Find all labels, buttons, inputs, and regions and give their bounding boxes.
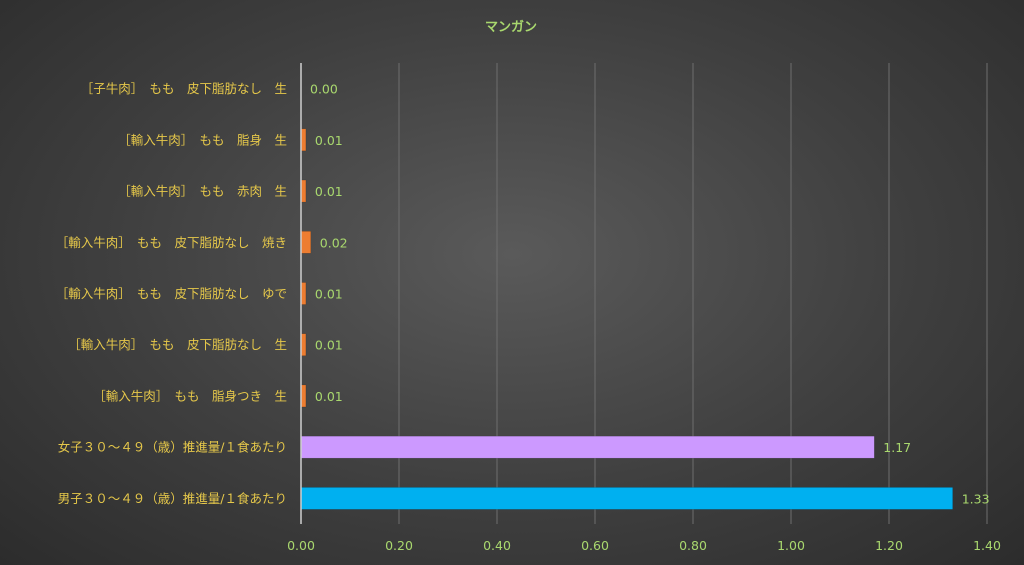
category-label: ［輸入牛肉］ もも 赤肉 生 [118, 184, 287, 199]
data-label: 1.33 [962, 491, 990, 506]
category-label: ［輸入牛肉］ もも 脂身つき 生 [93, 388, 287, 403]
x-tick-label: 0.80 [679, 538, 707, 553]
bar [300, 435, 875, 459]
data-label: 0.01 [315, 133, 343, 148]
category-labels: ［子牛肉］ もも 皮下脂肪なし 生 ［輸入牛肉］ もも 脂身 生 ［輸入牛肉］ もも… [56, 81, 287, 506]
bars [300, 128, 953, 510]
x-tick-label: 0.00 [287, 538, 315, 553]
bar [300, 231, 312, 254]
category-label: ［輸入牛肉］ もも 皮下脂肪なし ゆで [56, 286, 287, 301]
data-label: 0.01 [315, 287, 343, 302]
x-tick-labels: 0.00 0.20 0.40 0.60 0.80 1.00 1.20 1.40 [287, 538, 1001, 553]
category-label: 男子３０～４９（歳）推進量/１食あたり [58, 491, 287, 506]
category-label: ［子牛肉］ もも 皮下脂肪なし 生 [81, 81, 287, 96]
data-label: 0.02 [320, 235, 348, 250]
x-tick-label: 0.20 [385, 538, 413, 553]
data-label: 0.01 [315, 338, 343, 353]
bar [300, 487, 953, 510]
x-tick-label: 0.60 [581, 538, 609, 553]
x-tick-label: 1.20 [875, 538, 903, 553]
data-label: 0.01 [315, 389, 343, 404]
category-label: ［輸入牛肉］ もも 皮下脂肪なし 焼き [56, 235, 287, 250]
data-label: 0.01 [315, 184, 343, 199]
x-tick-label: 1.00 [777, 538, 805, 553]
data-labels: 0.00 0.01 0.01 0.02 0.01 0.01 0.01 1.17 1.33 [310, 82, 990, 507]
category-label: ［輸入牛肉］ もも 脂身 生 [118, 132, 287, 147]
category-label: ［輸入牛肉］ もも 皮下脂肪なし 生 [68, 337, 287, 352]
x-tick-label: 0.40 [483, 538, 511, 553]
data-label: 0.00 [310, 82, 338, 97]
category-label: 女子３０～４９（歳）推進量/１食あたり [58, 440, 287, 455]
gridlines [398, 63, 988, 524]
x-tick-label: 1.40 [973, 538, 1001, 553]
data-label: 1.17 [883, 440, 911, 455]
chart-title: マンガン [485, 20, 537, 35]
